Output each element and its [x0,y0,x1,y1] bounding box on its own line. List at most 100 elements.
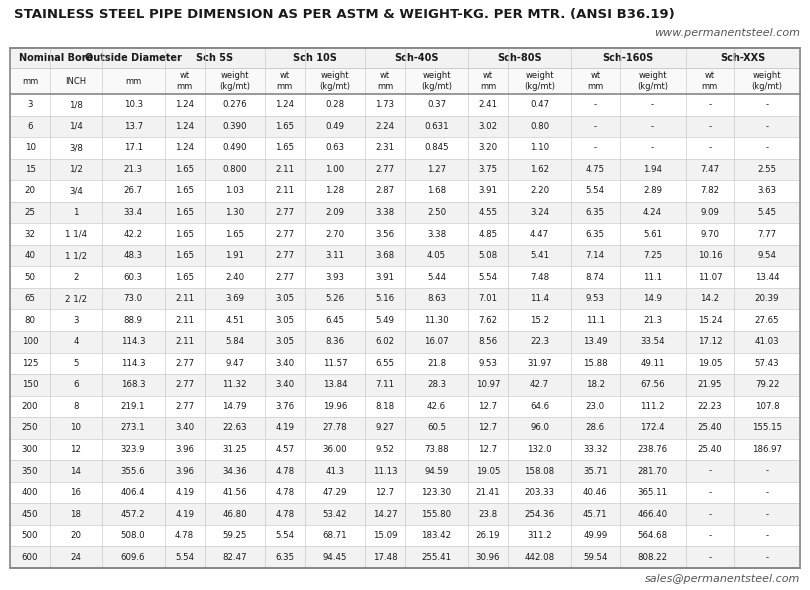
Text: 2.77: 2.77 [275,230,294,238]
Text: 3.96: 3.96 [175,445,194,454]
Text: 273.1: 273.1 [121,424,145,432]
Text: 1.65: 1.65 [175,165,194,174]
Text: 4.75: 4.75 [586,165,605,174]
Text: 65: 65 [24,294,36,303]
Text: 2.11: 2.11 [275,186,294,195]
Text: 114.3: 114.3 [121,337,145,346]
Text: 59.54: 59.54 [583,553,608,562]
Text: wt
mm: wt mm [177,71,193,91]
Text: mm: mm [125,77,141,86]
Text: 49.11: 49.11 [641,359,665,368]
Text: 168.3: 168.3 [121,381,145,389]
Bar [10,223,800,245]
Text: 2.77: 2.77 [375,165,394,174]
Text: 25.40: 25.40 [697,445,723,454]
Text: weight
(kg/mt): weight (kg/mt) [319,71,351,91]
Text: 609.6: 609.6 [121,553,145,562]
Text: 466.40: 466.40 [637,510,667,519]
Text: 17.48: 17.48 [373,553,397,562]
Text: 5.54: 5.54 [479,273,497,281]
Text: 33.32: 33.32 [583,445,608,454]
Text: 59.25: 59.25 [223,531,247,540]
Text: 132.0: 132.0 [527,445,552,454]
Text: 80: 80 [24,316,36,325]
Text: 19.05: 19.05 [697,359,722,368]
Text: 8.63: 8.63 [427,294,446,303]
Text: 150: 150 [22,381,38,389]
Text: 0.490: 0.490 [223,143,247,152]
Text: 4.78: 4.78 [275,467,294,476]
Text: 1.24: 1.24 [175,122,194,131]
Text: 17.12: 17.12 [697,337,723,346]
Text: wt
mm: wt mm [377,71,393,91]
Text: 35.71: 35.71 [583,467,608,476]
Text: 1.03: 1.03 [225,186,245,195]
Text: 11.4: 11.4 [530,294,549,303]
Bar [10,331,800,353]
Text: 4.19: 4.19 [275,424,294,432]
Bar [10,396,800,417]
Bar [10,482,800,503]
Text: 2.77: 2.77 [175,381,194,389]
Text: 32: 32 [24,230,36,238]
Text: 42.2: 42.2 [123,230,143,238]
Text: 14: 14 [70,467,81,476]
Text: 0.37: 0.37 [427,100,446,109]
Text: 4.78: 4.78 [275,488,294,497]
Text: 57.43: 57.43 [755,359,779,368]
Text: 28.6: 28.6 [586,424,605,432]
Text: 7.14: 7.14 [586,251,605,260]
Text: 9.70: 9.70 [701,230,719,238]
Text: 203.33: 203.33 [524,488,555,497]
Text: 1.68: 1.68 [427,186,446,195]
Text: 3.40: 3.40 [275,381,294,389]
Text: 4.47: 4.47 [530,230,549,238]
Text: 1.65: 1.65 [175,230,194,238]
Text: 82.47: 82.47 [223,553,247,562]
Text: 7.82: 7.82 [701,186,719,195]
Text: 0.63: 0.63 [326,143,344,152]
Text: 0.49: 0.49 [326,122,344,131]
Text: -: - [708,467,711,476]
Text: 23.8: 23.8 [479,510,497,519]
Text: 46.80: 46.80 [223,510,247,519]
Text: Sch-XXS: Sch-XXS [720,53,765,63]
Text: 2.20: 2.20 [530,186,549,195]
Text: 323.9: 323.9 [121,445,145,454]
Text: 33.4: 33.4 [123,208,143,217]
Text: 11.13: 11.13 [373,467,397,476]
Bar [10,180,800,202]
Text: 1.65: 1.65 [175,273,194,281]
Text: 3.11: 3.11 [326,251,344,260]
Text: 3.75: 3.75 [479,165,497,174]
Text: -: - [651,100,654,109]
Text: 21.8: 21.8 [427,359,446,368]
Text: 5.49: 5.49 [376,316,394,325]
Text: 28.3: 28.3 [427,381,446,389]
Text: mm: mm [22,77,38,86]
Text: 300: 300 [22,445,38,454]
Text: 2.40: 2.40 [225,273,245,281]
Text: -: - [594,143,597,152]
Text: 3.05: 3.05 [275,316,294,325]
Text: 5: 5 [73,359,79,368]
Text: wt
mm: wt mm [277,71,293,91]
Text: 183.42: 183.42 [421,531,451,540]
Text: 7.47: 7.47 [701,165,719,174]
Text: 500: 500 [22,531,38,540]
Text: 1.24: 1.24 [175,100,194,109]
Text: -: - [765,510,769,519]
Text: 53.42: 53.42 [322,510,347,519]
Text: 155.80: 155.80 [421,510,451,519]
Text: 21.3: 21.3 [123,165,143,174]
Text: 22.23: 22.23 [697,402,723,411]
Text: 254.36: 254.36 [524,510,555,519]
Text: 18: 18 [70,510,81,519]
Text: 6.45: 6.45 [326,316,344,325]
Text: 0.47: 0.47 [530,100,549,109]
Text: 13.84: 13.84 [322,381,347,389]
Text: 12.7: 12.7 [479,424,497,432]
Text: 4.57: 4.57 [275,445,294,454]
Text: 2.50: 2.50 [427,208,446,217]
Text: 2: 2 [73,273,79,281]
